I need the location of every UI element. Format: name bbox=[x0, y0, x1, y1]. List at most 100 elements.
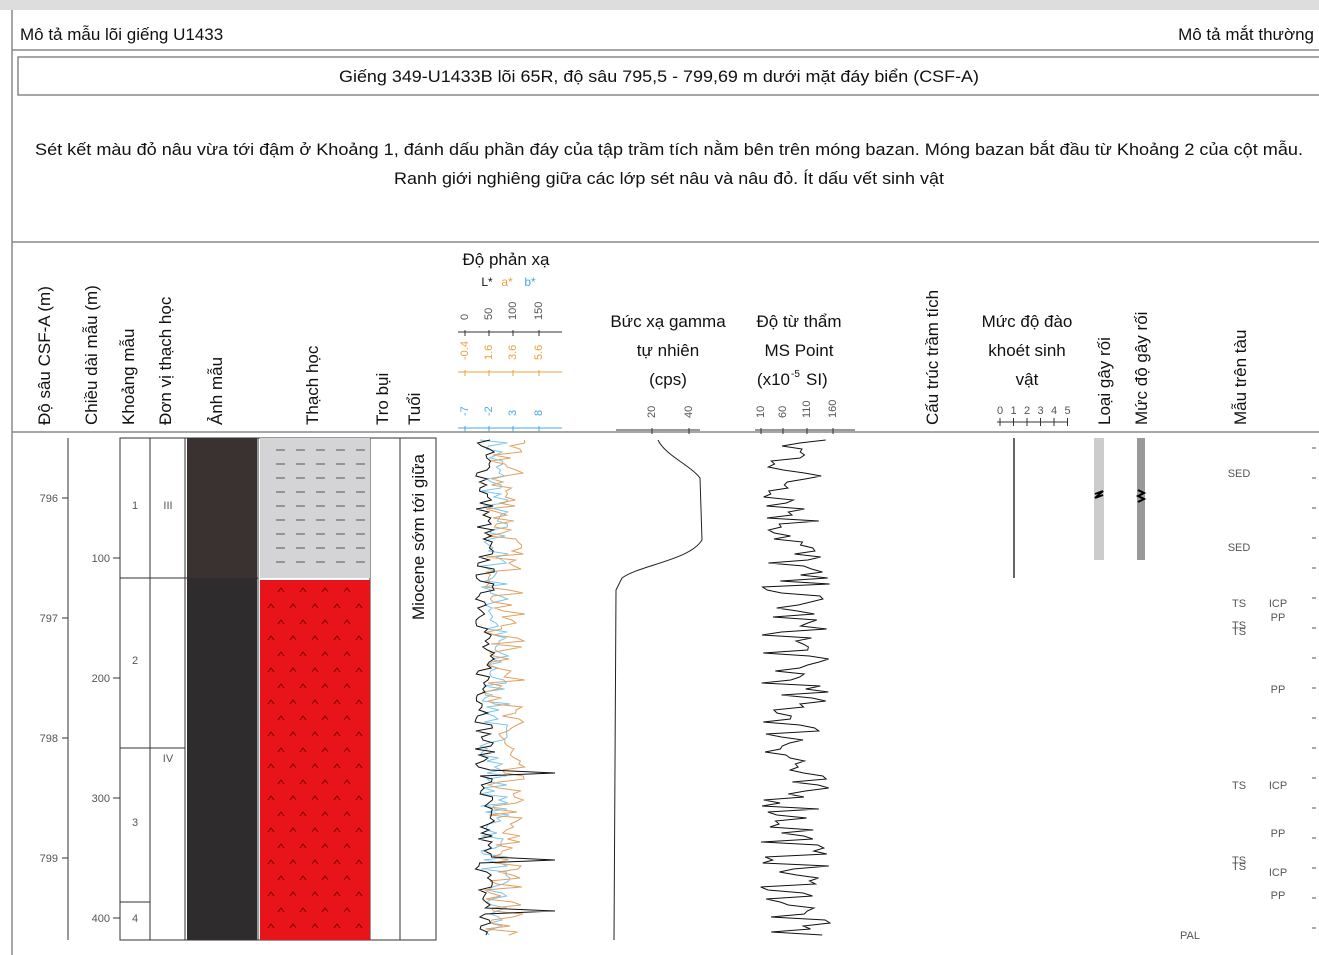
sample-label: SED bbox=[1228, 542, 1251, 554]
core-photo bbox=[187, 438, 257, 578]
basalt-pattern bbox=[343, 715, 351, 721]
basalt-pattern bbox=[289, 827, 297, 833]
column-header: Tuổi bbox=[405, 393, 424, 425]
basalt-pattern bbox=[289, 699, 297, 705]
length-tick-label: 400 bbox=[92, 913, 110, 925]
basalt-pattern bbox=[333, 603, 341, 609]
column-header: Thạch học bbox=[303, 345, 322, 425]
sample-label: TS bbox=[1232, 598, 1246, 610]
bioturbation-tick: 2 bbox=[1024, 405, 1030, 417]
basalt-pattern bbox=[355, 699, 363, 705]
basalt-pattern bbox=[289, 795, 297, 801]
basalt-pattern bbox=[277, 875, 285, 881]
basalt-pattern bbox=[343, 683, 351, 689]
l-tick: 50 bbox=[483, 308, 495, 320]
ms-tick: 160 bbox=[827, 400, 839, 418]
basalt-pattern bbox=[321, 747, 329, 753]
basalt-pattern bbox=[277, 779, 285, 785]
ms-tick: 110 bbox=[801, 400, 813, 418]
basalt-pattern bbox=[321, 619, 329, 625]
section-label: 1 bbox=[132, 500, 138, 512]
basalt-pattern bbox=[299, 875, 307, 881]
basalt-pattern bbox=[277, 843, 285, 849]
basalt-pattern bbox=[267, 827, 275, 833]
column-header: (cps) bbox=[649, 370, 687, 389]
basalt-pattern bbox=[277, 715, 285, 721]
sample-label: PP bbox=[1271, 828, 1286, 840]
basalt-pattern bbox=[343, 747, 351, 753]
bioturbation-tick: 4 bbox=[1051, 405, 1057, 417]
basalt-pattern bbox=[267, 603, 275, 609]
basalt-pattern bbox=[277, 651, 285, 657]
column-header: Mẫu trên tàu bbox=[1231, 330, 1250, 425]
basalt-pattern bbox=[299, 747, 307, 753]
sample-label: ICP bbox=[1269, 598, 1287, 610]
gamma-tick: 20 bbox=[646, 406, 658, 418]
basalt-pattern bbox=[277, 683, 285, 689]
l-tick: 0 bbox=[459, 314, 471, 320]
column-header: Ảnh mẫu bbox=[207, 357, 226, 425]
sample-label: PP bbox=[1271, 890, 1286, 902]
l-tick: 100 bbox=[507, 302, 519, 320]
basalt-pattern bbox=[289, 731, 297, 737]
bioturbation-tick: 1 bbox=[1010, 405, 1016, 417]
header-left: Mô tả mẫu lõi giếng U1433 bbox=[20, 25, 223, 44]
lithology-clay bbox=[260, 438, 370, 578]
basalt-pattern bbox=[289, 635, 297, 641]
basalt-pattern bbox=[355, 859, 363, 865]
section-label: 3 bbox=[132, 817, 138, 829]
unit-label: III bbox=[163, 500, 172, 512]
basalt-pattern bbox=[333, 891, 341, 897]
basalt-pattern bbox=[321, 651, 329, 657]
column-header: Độ sâu CSF-A (m) bbox=[35, 286, 54, 425]
basalt-pattern bbox=[333, 827, 341, 833]
column-header: -5 bbox=[791, 369, 800, 380]
column-header: (x10 bbox=[757, 370, 790, 389]
basalt-pattern bbox=[299, 907, 307, 913]
basalt-pattern bbox=[289, 667, 297, 673]
basalt-pattern bbox=[277, 619, 285, 625]
description: Sét kết màu đỏ nâu vừa tới đậm ở Khoảng … bbox=[35, 140, 1303, 159]
basalt-pattern bbox=[277, 907, 285, 913]
basalt-pattern bbox=[343, 843, 351, 849]
length-tick-label: 200 bbox=[92, 673, 110, 685]
a-tick: -0.4 bbox=[459, 341, 471, 360]
legend: L* bbox=[481, 275, 493, 289]
basalt-pattern bbox=[343, 651, 351, 657]
basalt-pattern bbox=[355, 667, 363, 673]
basalt-pattern bbox=[299, 619, 307, 625]
basalt-pattern bbox=[299, 587, 307, 593]
column-header: MS Point bbox=[765, 341, 834, 360]
disturbance-symbol bbox=[1094, 490, 1104, 499]
sample-label: TS bbox=[1232, 626, 1246, 638]
b-tick: -7 bbox=[459, 406, 471, 416]
basalt-pattern bbox=[299, 651, 307, 657]
basalt-pattern bbox=[333, 763, 341, 769]
length-tick-label: 300 bbox=[92, 793, 110, 805]
sample-label: ICP bbox=[1269, 780, 1287, 792]
sample-label: PAL bbox=[1180, 930, 1200, 942]
column-header: Chiều dài mẫu (m) bbox=[82, 285, 101, 425]
disturbance-symbol bbox=[1135, 489, 1147, 503]
sample-label: ICP bbox=[1269, 867, 1287, 879]
basalt-pattern bbox=[299, 683, 307, 689]
basalt-pattern bbox=[343, 587, 351, 593]
sample-label: PP bbox=[1271, 612, 1286, 624]
basalt-pattern bbox=[343, 779, 351, 785]
basalt-pattern bbox=[355, 891, 363, 897]
title-box bbox=[17, 56, 1319, 96]
a-curve bbox=[483, 439, 527, 936]
basalt-pattern bbox=[267, 731, 275, 737]
column-header: SI) bbox=[806, 370, 828, 389]
sample-label: TS bbox=[1232, 855, 1246, 867]
column-header: Đơn vị thạch học bbox=[156, 296, 175, 425]
basalt-pattern bbox=[311, 635, 319, 641]
column-header: Mức độ gây rối bbox=[1132, 312, 1151, 425]
basalt-pattern bbox=[277, 811, 285, 817]
basalt-pattern bbox=[299, 811, 307, 817]
basalt-pattern bbox=[333, 635, 341, 641]
l-curve bbox=[474, 439, 556, 936]
basalt-pattern bbox=[311, 923, 319, 929]
basalt-pattern bbox=[277, 747, 285, 753]
basalt-pattern bbox=[267, 923, 275, 929]
